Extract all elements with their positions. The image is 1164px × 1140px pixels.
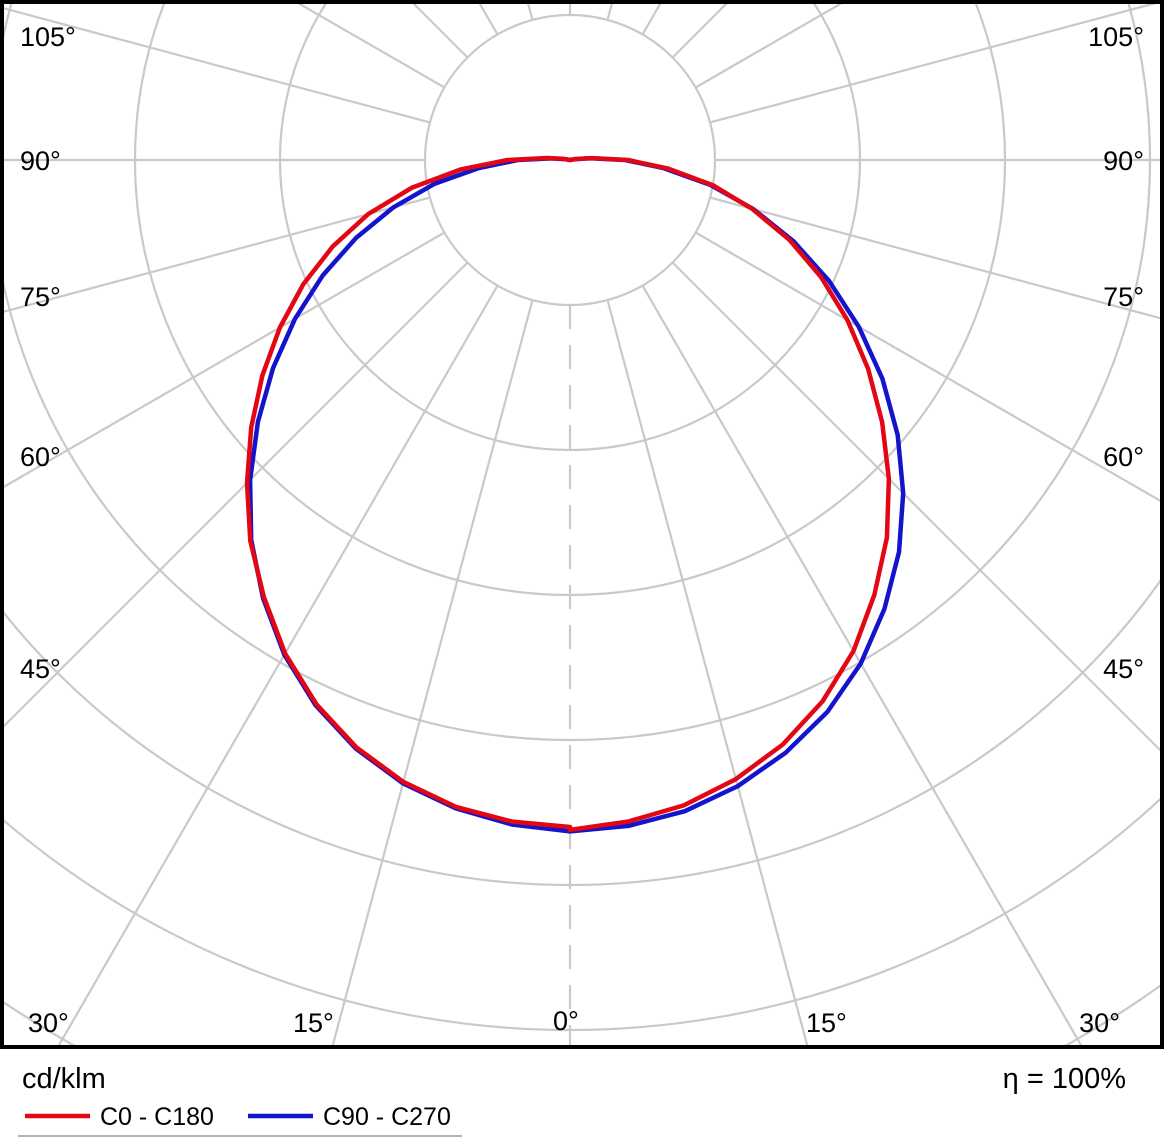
grid-ray [695,231,1160,502]
angle-label: 30° [28,1008,69,1038]
angle-label: 15° [293,1008,334,1038]
angle-labels: 105° 90° 75° 60° 45° 30° 15° 0° 15° 30° 45° 60° 75° 9… [20,22,1144,1038]
legend: C0 - C180 C90 - C270 [18,1103,462,1137]
grid-ray [709,196,1160,320]
angle-label: 75° [20,282,61,312]
grid-ray [57,285,499,1045]
grid-ray [606,299,809,1045]
grid-circle [4,4,1151,741]
legend-label-c0-c180: C0 - C180 [100,1103,214,1131]
angle-label: 15° [806,1008,847,1038]
angle-label: 45° [1103,654,1144,684]
angle-label: 60° [1103,442,1144,472]
angle-label: 30° [1079,1008,1120,1038]
grid-ray [331,299,534,1045]
units-label: cd/klm [22,1063,106,1095]
grid-ray [709,4,1157,124]
grid-ray [4,7,431,124]
angle-label: 90° [20,146,61,176]
grid-ray [641,4,662,35]
angle-label: 105° [1088,22,1144,52]
grid-circle [4,579,1160,886]
grid-ray [4,196,431,313]
grid-circle [4,797,1160,1031]
grid-ray [671,261,1160,752]
grid-ray [641,285,1083,1045]
angle-label: 0° [553,1006,579,1036]
plot-border [0,0,1164,1049]
grid-ray [4,231,445,489]
angle-label: 60° [20,442,61,472]
angle-label: 45° [20,654,61,684]
grid-ray [4,261,469,728]
angle-label: 90° [1103,146,1144,176]
angle-label: 105° [20,22,76,52]
legend-label-c90-c270: C90 - C270 [323,1103,451,1131]
intensity-curves [244,155,906,834]
efficiency-label: η = 100% [1003,1063,1126,1095]
curve-c0-c180 [244,155,892,833]
angle-label: 75° [1103,282,1144,312]
